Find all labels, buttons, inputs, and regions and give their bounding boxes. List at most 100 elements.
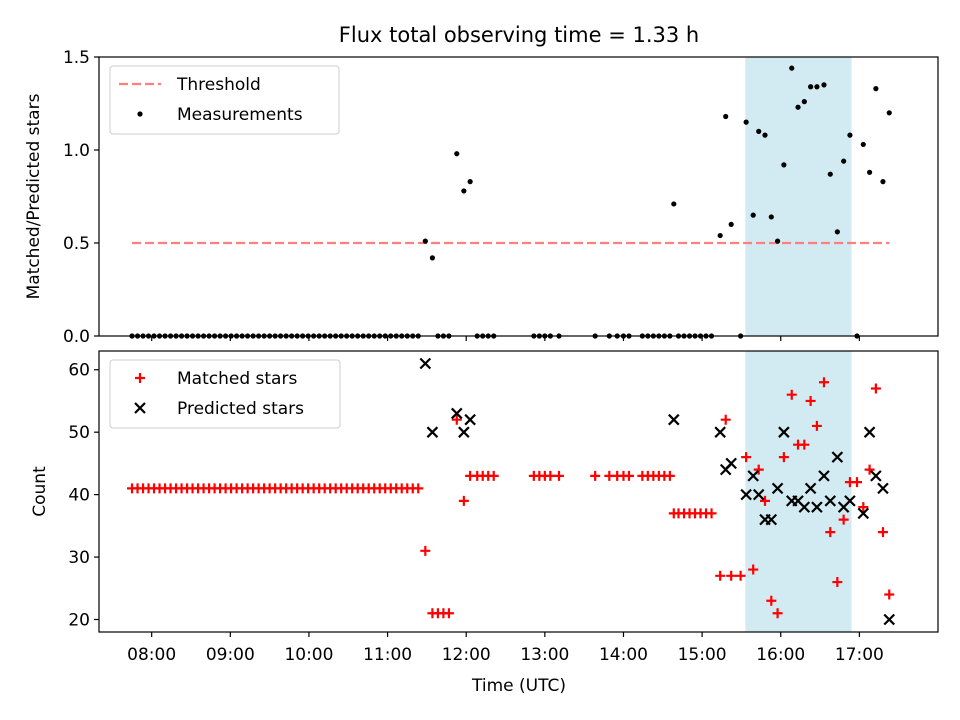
data-point	[883, 613, 896, 626]
data-point	[818, 470, 830, 482]
data-point	[808, 84, 814, 90]
data-point	[488, 470, 499, 481]
data-point	[799, 439, 810, 450]
y-tick-label: 0.5	[63, 234, 90, 254]
data-point	[858, 502, 869, 513]
data-point	[590, 470, 601, 481]
data-point	[747, 470, 759, 482]
legend-box	[109, 65, 340, 135]
y-tick-label: 1.0	[63, 141, 90, 161]
legend-label: Predicted stars	[177, 399, 304, 419]
data-point	[841, 158, 847, 164]
x-tick-label: 17:00	[835, 645, 884, 665]
data-point	[752, 488, 765, 501]
legend: Threshold Measurements	[109, 65, 340, 135]
data-point	[768, 214, 774, 220]
legend-label: Threshold	[176, 75, 261, 95]
data-point	[623, 470, 634, 481]
data-point	[426, 426, 439, 438]
legend-marker	[134, 402, 146, 414]
data-point	[706, 508, 717, 519]
series-predicted-stars	[419, 357, 896, 626]
data-point	[735, 570, 746, 581]
data-point	[413, 483, 424, 494]
x-tick-label: 10:00	[284, 645, 333, 665]
data-point	[873, 86, 879, 92]
data-point	[774, 238, 781, 244]
data-point	[422, 238, 428, 244]
legend-label: Matched stars	[177, 369, 297, 389]
y-tick-label: 50	[68, 423, 90, 443]
data-point	[748, 564, 759, 575]
data-point	[860, 141, 866, 148]
y-tick-label: 20	[68, 611, 90, 631]
data-point	[801, 99, 807, 105]
data-point	[454, 151, 460, 157]
x-tick-label: 16:00	[756, 645, 805, 665]
data-point	[750, 212, 756, 218]
data-point	[795, 104, 801, 110]
data-point	[781, 162, 787, 168]
data-point	[857, 507, 870, 520]
x-tick-label: 09:00	[206, 645, 255, 665]
data-point	[778, 452, 789, 463]
series-matched-stars	[127, 377, 895, 619]
data-point	[778, 426, 790, 438]
data-point	[420, 545, 431, 556]
x-tick-label: 11:00	[363, 645, 412, 665]
data-point	[762, 132, 768, 138]
data-point	[886, 110, 892, 116]
data-point	[825, 527, 836, 538]
data-point	[720, 414, 731, 425]
data-point	[741, 452, 752, 463]
y-axis-label: Count	[30, 466, 50, 517]
data-point	[870, 383, 881, 394]
legend-marker	[137, 111, 143, 117]
y-tick-label: 1.5	[63, 48, 90, 68]
x-tick-label: 13:00	[520, 645, 569, 665]
y-tick-label: 60	[68, 361, 90, 381]
data-point	[723, 113, 729, 120]
data-point	[832, 577, 843, 588]
data-point	[714, 426, 726, 438]
x-tick-label: 08:00	[127, 645, 176, 665]
data-point	[805, 395, 816, 406]
data-point	[450, 407, 463, 420]
data-point	[458, 495, 469, 506]
data-point	[847, 132, 853, 138]
data-point	[545, 470, 556, 481]
data-point	[834, 229, 840, 235]
chart-title: Flux total observing time = 1.33 h	[339, 23, 699, 47]
data-point	[726, 570, 737, 581]
data-point	[827, 171, 833, 177]
data-point	[877, 527, 888, 538]
data-point	[880, 179, 886, 185]
data-point	[664, 470, 675, 481]
data-point	[765, 513, 778, 526]
data-point	[740, 488, 752, 501]
data-point	[753, 464, 764, 475]
data-point	[786, 389, 797, 400]
data-point	[451, 414, 462, 425]
data-point	[811, 420, 822, 431]
legend-label: Measurements	[177, 105, 303, 125]
data-point	[884, 589, 895, 600]
data-point	[824, 495, 837, 507]
data-point	[728, 221, 734, 227]
data-point	[811, 501, 823, 513]
data-point	[866, 169, 873, 175]
data-point	[804, 482, 817, 495]
data-point	[668, 413, 680, 426]
data-point	[831, 451, 844, 463]
bottom-panel-counts: 20 30 40 50 60 08:00 09:00 10:00 11:00 12:00 13:00…	[30, 350, 939, 665]
data-point	[821, 82, 827, 88]
data-point	[877, 482, 889, 495]
data-point	[772, 608, 783, 619]
data-point	[464, 413, 476, 426]
data-point	[818, 377, 829, 388]
data-point	[844, 495, 856, 507]
data-point	[458, 426, 470, 438]
data-point	[838, 514, 849, 525]
data-point	[443, 608, 454, 619]
data-point	[725, 457, 737, 470]
